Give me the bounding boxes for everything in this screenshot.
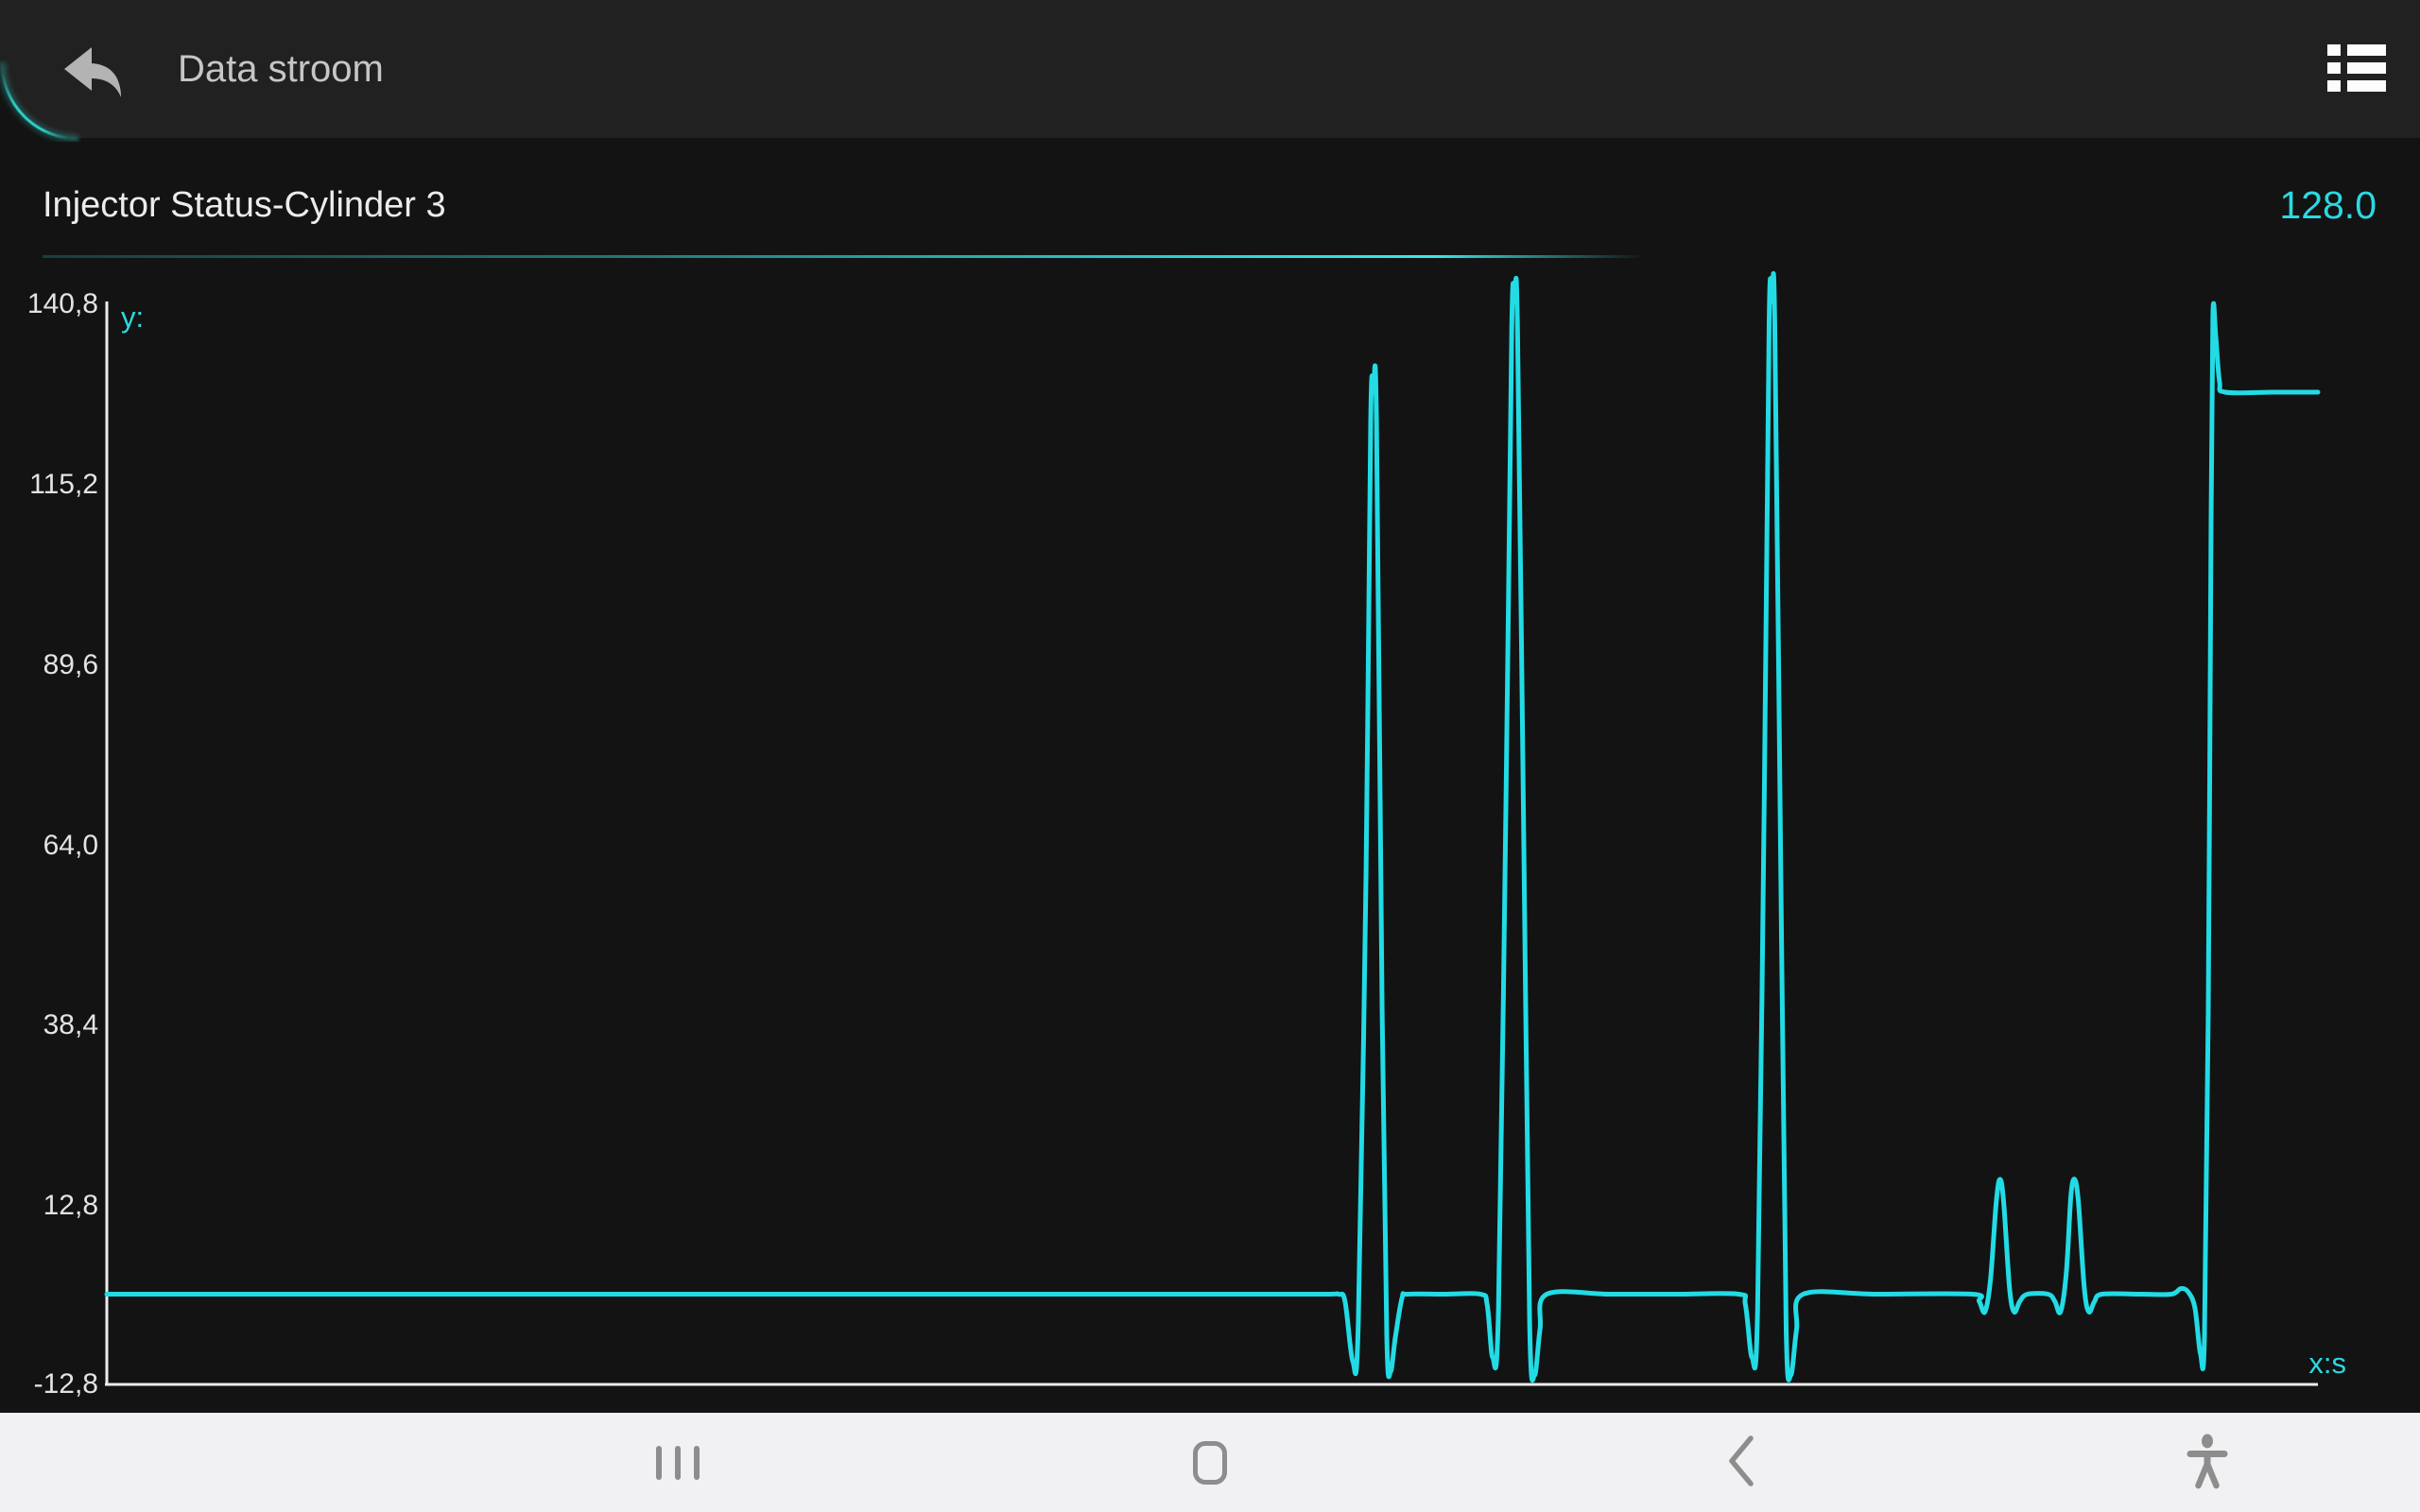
app-header: Data stroom bbox=[0, 0, 2420, 138]
home-button[interactable] bbox=[1139, 1413, 1281, 1512]
y-tick-label: 12,8 bbox=[43, 1190, 98, 1221]
reply-arrow-icon bbox=[57, 42, 129, 105]
recents-icon bbox=[656, 1445, 700, 1480]
y-tick-label: -12,8 bbox=[34, 1368, 98, 1400]
y-tick-label: 38,4 bbox=[43, 1009, 98, 1040]
back-nav-button[interactable] bbox=[1670, 1413, 1812, 1512]
recents-button[interactable] bbox=[607, 1413, 749, 1512]
app-title: Data stroom bbox=[178, 48, 384, 90]
parameter-current-value: 128.0 bbox=[2279, 183, 2377, 227]
y-tick-label: 140,8 bbox=[27, 288, 98, 319]
title-underline-accent bbox=[43, 255, 1661, 258]
y-tick-label: 64,0 bbox=[43, 830, 98, 861]
back-button[interactable] bbox=[45, 32, 140, 113]
navigation-bar bbox=[0, 1413, 2420, 1512]
parameter-name: Injector Status-Cylinder 3 bbox=[43, 185, 446, 225]
waveform-line bbox=[104, 270, 2321, 1383]
accessibility-icon bbox=[2187, 1433, 2228, 1492]
menu-button[interactable] bbox=[2305, 21, 2409, 115]
y-tick-label: 115,2 bbox=[29, 469, 98, 500]
x-axis-label: x:s bbox=[2308, 1347, 2346, 1380]
y-axis-label: y: bbox=[121, 301, 144, 334]
accessibility-button[interactable] bbox=[2136, 1413, 2278, 1512]
back-chevron-icon bbox=[1725, 1434, 1757, 1491]
y-tick-label: 89,6 bbox=[43, 649, 98, 680]
home-icon bbox=[1193, 1440, 1227, 1485]
list-menu-icon bbox=[2327, 44, 2386, 92]
